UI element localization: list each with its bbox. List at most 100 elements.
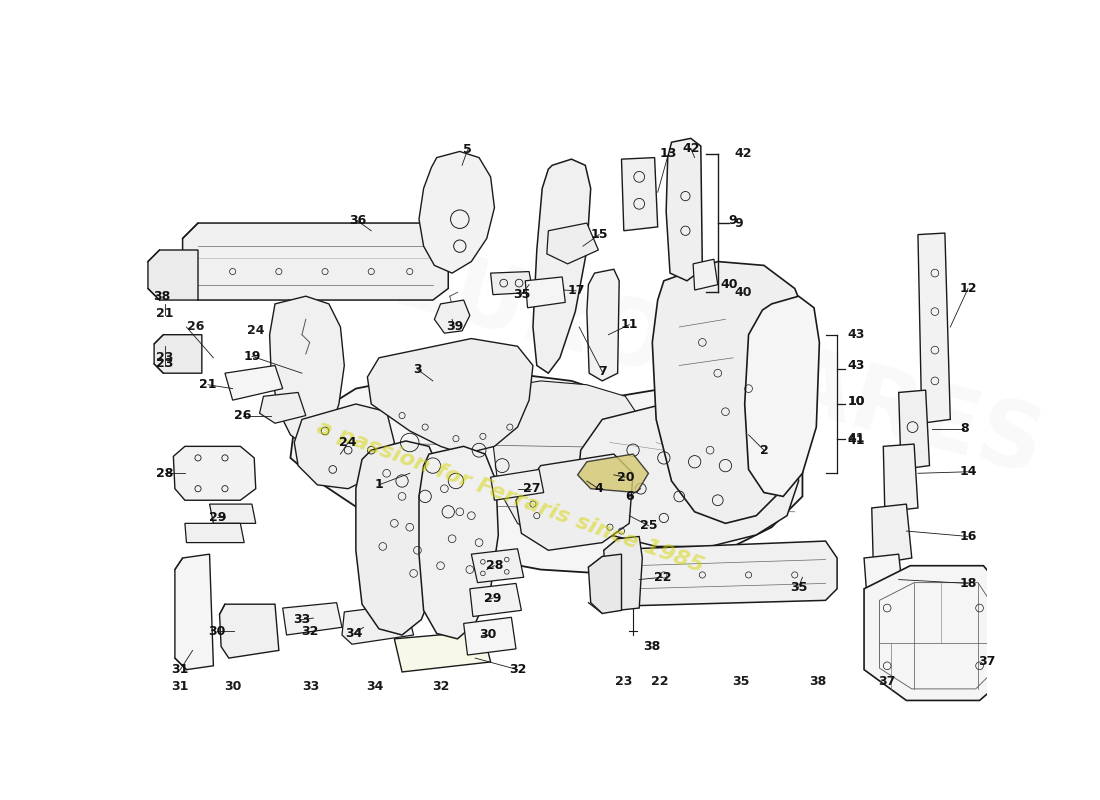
Polygon shape — [578, 454, 649, 493]
Polygon shape — [621, 541, 837, 606]
Polygon shape — [209, 504, 255, 523]
Polygon shape — [491, 470, 543, 500]
Text: 1: 1 — [375, 478, 383, 491]
Text: 39: 39 — [446, 321, 463, 334]
Polygon shape — [693, 259, 717, 290]
Text: EUROSPARES: EUROSPARES — [383, 236, 1053, 494]
Text: a passion for Ferraris since 1985: a passion for Ferraris since 1985 — [314, 417, 706, 576]
Text: 21: 21 — [156, 306, 174, 320]
Polygon shape — [154, 334, 202, 373]
Text: 33: 33 — [294, 613, 310, 626]
Text: 29: 29 — [484, 591, 502, 605]
Text: 43: 43 — [847, 328, 865, 341]
Text: 12: 12 — [959, 282, 977, 295]
Text: 13: 13 — [660, 147, 678, 160]
Text: 6: 6 — [625, 490, 634, 503]
Polygon shape — [283, 602, 342, 635]
Polygon shape — [899, 390, 930, 470]
Text: 34: 34 — [345, 627, 363, 640]
Polygon shape — [220, 604, 279, 658]
Polygon shape — [588, 554, 621, 614]
Polygon shape — [871, 504, 912, 564]
Polygon shape — [547, 223, 598, 264]
Text: 11: 11 — [620, 318, 638, 331]
Polygon shape — [578, 404, 799, 546]
Text: 8: 8 — [960, 422, 968, 435]
Polygon shape — [183, 223, 449, 300]
Polygon shape — [185, 523, 244, 542]
Polygon shape — [419, 446, 498, 639]
Polygon shape — [470, 583, 521, 617]
Polygon shape — [652, 262, 814, 523]
Text: 10: 10 — [847, 395, 865, 408]
Text: 3: 3 — [414, 363, 421, 376]
Text: 19: 19 — [243, 350, 261, 362]
Polygon shape — [419, 151, 495, 273]
Text: 25: 25 — [640, 519, 657, 532]
Text: 31: 31 — [172, 680, 189, 693]
Polygon shape — [260, 393, 306, 423]
Polygon shape — [464, 618, 516, 655]
Polygon shape — [270, 296, 344, 446]
Polygon shape — [491, 271, 534, 294]
Polygon shape — [434, 300, 470, 333]
Polygon shape — [224, 366, 283, 400]
Text: 2: 2 — [760, 444, 768, 457]
Text: 4: 4 — [594, 482, 603, 495]
Text: 35: 35 — [513, 288, 530, 301]
Text: 32: 32 — [509, 663, 526, 676]
Polygon shape — [290, 373, 803, 574]
Polygon shape — [865, 554, 904, 610]
Text: 24: 24 — [248, 324, 264, 338]
Text: 7: 7 — [598, 365, 606, 378]
Text: 28: 28 — [156, 467, 174, 480]
Text: 42: 42 — [682, 142, 700, 155]
Text: 30: 30 — [209, 625, 226, 638]
Polygon shape — [534, 159, 591, 373]
Text: 14: 14 — [959, 466, 977, 478]
Text: 26: 26 — [187, 321, 205, 334]
Polygon shape — [621, 158, 658, 230]
Polygon shape — [745, 296, 820, 496]
Text: 35: 35 — [790, 581, 807, 594]
Text: 42: 42 — [735, 147, 752, 160]
Polygon shape — [147, 250, 198, 300]
Polygon shape — [175, 554, 213, 670]
Polygon shape — [460, 358, 496, 383]
Text: 28: 28 — [486, 559, 503, 572]
Polygon shape — [917, 233, 950, 423]
Text: 15: 15 — [591, 228, 608, 241]
Text: 40: 40 — [720, 278, 738, 291]
Text: 26: 26 — [234, 409, 251, 422]
Text: 41: 41 — [848, 434, 865, 446]
Polygon shape — [418, 367, 453, 392]
Polygon shape — [526, 277, 565, 308]
Text: 37: 37 — [979, 655, 996, 669]
Text: 30: 30 — [480, 629, 497, 642]
Text: 23: 23 — [156, 358, 174, 370]
Polygon shape — [472, 549, 524, 582]
Text: 38: 38 — [153, 290, 170, 302]
Text: 34: 34 — [366, 680, 384, 693]
Polygon shape — [788, 298, 808, 317]
Text: 35: 35 — [733, 675, 749, 688]
Text: 17: 17 — [568, 284, 585, 298]
Polygon shape — [667, 138, 703, 281]
Polygon shape — [516, 454, 634, 550]
Polygon shape — [174, 446, 255, 500]
Text: 20: 20 — [617, 470, 634, 484]
Text: 40: 40 — [735, 286, 752, 299]
Text: 27: 27 — [522, 482, 540, 495]
Text: 21: 21 — [199, 378, 217, 391]
Text: 32: 32 — [301, 625, 318, 638]
Polygon shape — [883, 444, 917, 512]
Text: 33: 33 — [302, 680, 320, 693]
Text: 9: 9 — [729, 214, 737, 227]
Text: 23: 23 — [156, 351, 174, 364]
Text: 22: 22 — [653, 570, 671, 584]
Text: 10: 10 — [848, 395, 865, 408]
Text: 32: 32 — [432, 680, 449, 693]
Text: 22: 22 — [651, 675, 669, 688]
Polygon shape — [342, 604, 414, 644]
Text: 24: 24 — [340, 436, 356, 449]
